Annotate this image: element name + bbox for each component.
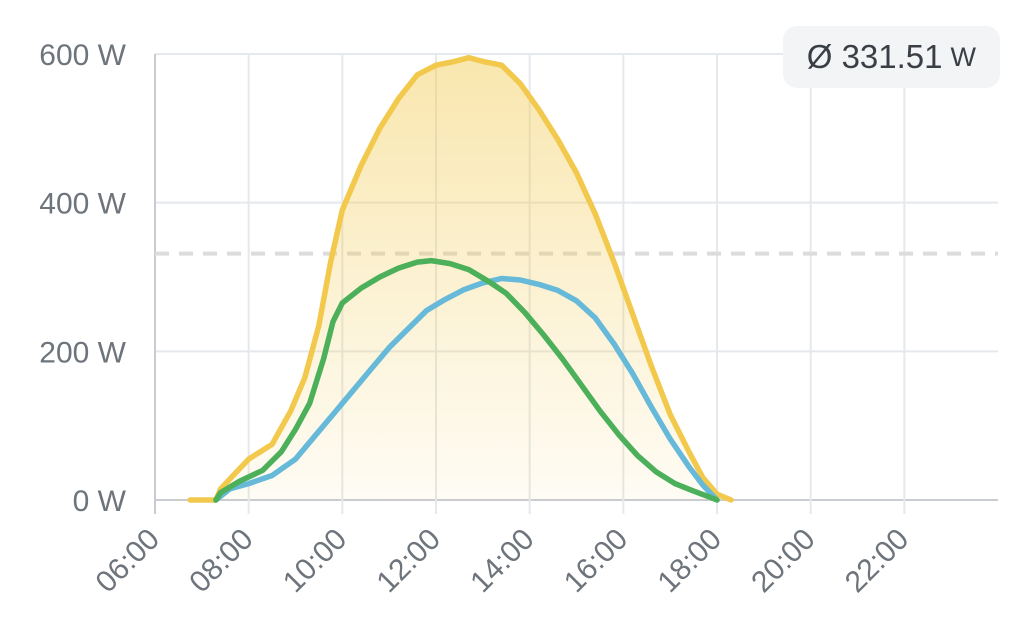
average-value: Ø 331.51 [806,38,943,75]
series-layer [187,54,734,503]
x-tick-label: 16:00 [558,523,634,599]
x-tick-label: 14:00 [464,523,540,599]
average-badge: Ø 331.51 W [782,26,1000,88]
y-tick-label: 200 W [39,336,126,369]
x-tick-label: 08:00 [183,523,259,599]
y-tick-label: 400 W [39,188,126,221]
x-tick-label: 06:00 [90,523,166,599]
x-tick-label: 10:00 [277,523,353,599]
x-tick-label: 22:00 [839,523,915,599]
series-line-string_b [213,275,720,503]
average-unit: W [950,41,976,72]
y-tick-label: 0 W [73,485,127,518]
chart-grid [154,53,998,514]
y-tick-label: 600 W [39,39,126,72]
x-tick-label: 12:00 [371,523,447,599]
series-line-string_a [213,257,720,503]
series-line-total [187,54,734,503]
series-area-total [190,57,732,500]
x-tick-label: 18:00 [652,523,728,599]
x-tick-label: 20:00 [745,523,821,599]
